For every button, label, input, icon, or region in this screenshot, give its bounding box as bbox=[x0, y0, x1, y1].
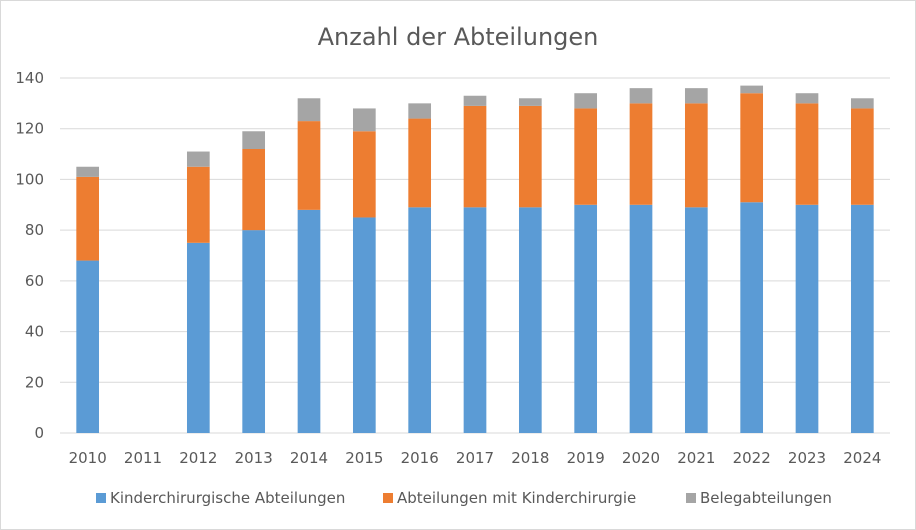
legend: Kinderchirurgische Abteilungen Abteilunge… bbox=[96, 489, 832, 507]
y-tick-label: 100 bbox=[15, 170, 44, 188]
bar-segment bbox=[518, 98, 542, 106]
bar-segment bbox=[186, 151, 210, 167]
y-tick-label: 0 bbox=[34, 424, 44, 442]
bar-segment bbox=[629, 204, 653, 433]
bar-segment bbox=[629, 103, 653, 205]
y-tick-label: 60 bbox=[25, 272, 44, 290]
bar-segment bbox=[242, 131, 266, 149]
legend-label: Abteilungen mit Kinderchirurgie bbox=[397, 489, 636, 507]
bar-segment bbox=[463, 95, 487, 106]
x-tick-label: 2010 bbox=[69, 449, 107, 467]
bar-segment bbox=[740, 85, 764, 94]
bar-segment bbox=[629, 88, 653, 104]
bar-segment bbox=[352, 217, 376, 433]
bar-segment bbox=[297, 209, 321, 433]
x-tick-label: 2011 bbox=[124, 449, 162, 467]
y-tick-label: 140 bbox=[15, 69, 44, 87]
bar-segment bbox=[463, 105, 487, 208]
bar-segment bbox=[574, 108, 598, 205]
bar-segment bbox=[76, 176, 100, 261]
y-tick-label: 120 bbox=[15, 120, 44, 138]
bar-segment bbox=[684, 88, 708, 104]
x-tick-label: 2012 bbox=[179, 449, 217, 467]
x-tick-label: 2017 bbox=[456, 449, 494, 467]
bar-segment bbox=[297, 98, 321, 122]
bar-segment bbox=[795, 93, 819, 104]
legend-swatch bbox=[686, 493, 696, 503]
bar-segment bbox=[850, 204, 874, 433]
bar-segment bbox=[684, 207, 708, 433]
bar-segment bbox=[408, 118, 432, 208]
legend-swatch bbox=[383, 493, 393, 503]
bar-segment bbox=[574, 204, 598, 433]
x-tick-label: 2024 bbox=[843, 449, 881, 467]
bar-segment bbox=[518, 105, 542, 208]
bar-segment bbox=[740, 93, 764, 203]
chart-title: Anzahl der Abteilungen bbox=[318, 23, 599, 51]
x-tick-label: 2015 bbox=[345, 449, 383, 467]
x-tick-label: 2020 bbox=[622, 449, 660, 467]
bars bbox=[76, 85, 874, 433]
bar-segment bbox=[297, 121, 321, 210]
y-tick-label: 80 bbox=[25, 221, 44, 239]
bar-segment bbox=[352, 131, 376, 218]
bar-segment bbox=[795, 103, 819, 205]
x-tick-label: 2023 bbox=[788, 449, 826, 467]
bar-segment bbox=[186, 242, 210, 433]
bar-segment bbox=[684, 103, 708, 208]
y-tick-label: 40 bbox=[25, 323, 44, 341]
bar-segment bbox=[850, 108, 874, 205]
y-tick-label: 20 bbox=[25, 373, 44, 391]
bar-segment bbox=[408, 103, 432, 119]
x-tick-label: 2021 bbox=[677, 449, 715, 467]
bar-segment bbox=[76, 166, 100, 177]
legend-label: Belegabteilungen bbox=[700, 489, 832, 507]
x-tick-label: 2019 bbox=[567, 449, 605, 467]
bar-segment bbox=[518, 207, 542, 433]
x-tick-label: 2018 bbox=[511, 449, 549, 467]
x-tick-label: 2014 bbox=[290, 449, 328, 467]
bar-segment bbox=[850, 98, 874, 109]
legend-swatch bbox=[96, 493, 106, 503]
bar-segment bbox=[76, 260, 100, 433]
y-axis-ticks: 0 20 40 60 80 100 120 140 bbox=[15, 69, 44, 442]
x-tick-label: 2013 bbox=[235, 449, 273, 467]
x-tick-label: 2022 bbox=[733, 449, 771, 467]
bar-segment bbox=[795, 204, 819, 433]
bar-segment bbox=[352, 108, 376, 132]
bar-segment bbox=[242, 149, 266, 231]
x-tick-label: 2016 bbox=[401, 449, 439, 467]
bar-segment bbox=[574, 93, 598, 109]
bar-segment bbox=[463, 207, 487, 433]
x-axis-ticks: 2010 2011 2012 2013 2014 2015 2016 2017 2018 2019… bbox=[69, 449, 882, 467]
bar-segment bbox=[186, 166, 210, 243]
bar-segment bbox=[242, 230, 266, 433]
bar-segment bbox=[408, 207, 432, 433]
legend-label: Kinderchirurgische Abteilungen bbox=[110, 489, 345, 507]
bar-segment bbox=[740, 202, 764, 433]
